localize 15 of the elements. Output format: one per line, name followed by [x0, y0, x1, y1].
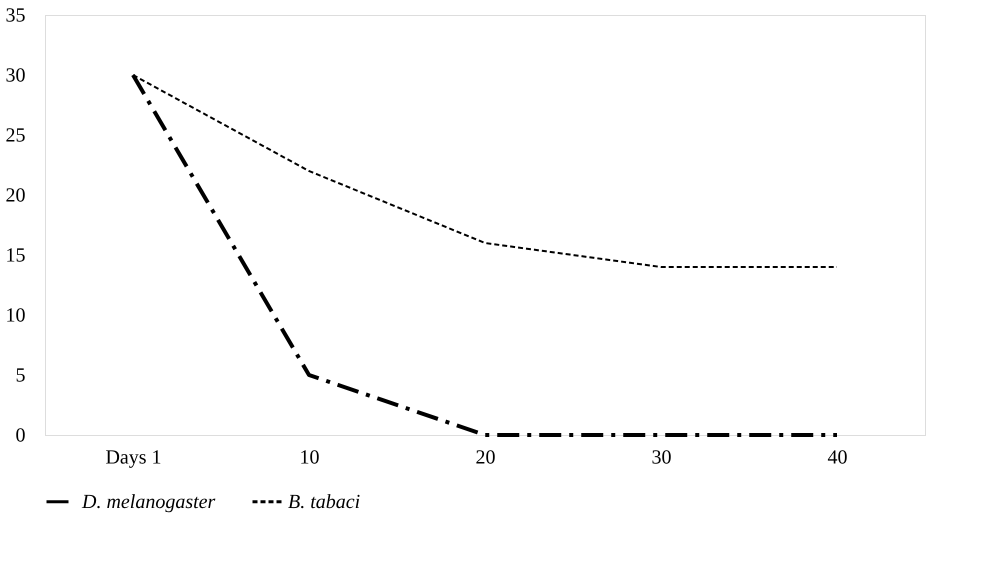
x-tick-label: 40	[828, 446, 848, 468]
y-tick-label: 30	[6, 64, 26, 86]
x-tick-label: 10	[300, 446, 320, 468]
y-tick-label: 35	[6, 4, 26, 26]
x-tick-label: Days 1	[105, 446, 162, 468]
x-tick-label: 20	[476, 446, 496, 468]
y-tick-label: 25	[6, 124, 26, 146]
y-tick-label: 0	[16, 424, 26, 446]
y-tick-label: 20	[6, 184, 26, 206]
y-tick-label: 10	[6, 304, 26, 326]
x-tick-label: 30	[652, 446, 672, 468]
legend-label: D. melanogaster	[81, 490, 216, 513]
legend-label: B. tabaci	[288, 490, 360, 513]
y-tick-label: 15	[6, 244, 26, 266]
y-tick-label: 5	[16, 364, 26, 386]
